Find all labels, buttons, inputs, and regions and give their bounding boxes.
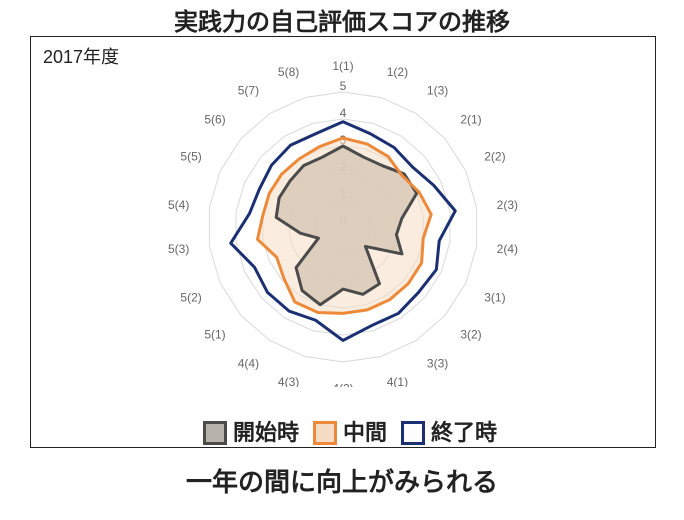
radar-chart: 0123451(1)1(2)1(3)2(1)2(2)2(3)2(4)3(1)3(…	[31, 37, 655, 387]
axis-label: 2(1)	[460, 112, 481, 126]
axis-label: 4(1)	[387, 375, 408, 387]
axis-label: 4(2)	[332, 381, 353, 387]
axis-label: 2(2)	[484, 150, 505, 164]
axis-label: 5(8)	[278, 65, 299, 79]
footer-caption: 一年の間に向上がみられる	[0, 462, 684, 499]
year-label: 2017年度	[43, 43, 119, 69]
axis-label: 5(4)	[168, 198, 189, 212]
axis-label: 5(3)	[168, 242, 189, 256]
svg-text:5: 5	[340, 79, 347, 93]
axis-label: 3(1)	[484, 290, 505, 304]
axis-label: 4(3)	[278, 375, 299, 387]
axis-label: 3(2)	[460, 328, 481, 342]
axis-label: 5(6)	[204, 112, 225, 126]
axis-label: 3(3)	[427, 357, 448, 371]
axis-label: 2(3)	[497, 198, 518, 212]
axis-label: 5(2)	[180, 290, 201, 304]
chart-box: 2017年度 0123451(1)1(2)1(3)2(1)2(2)2(3)2(4…	[30, 36, 656, 448]
legend: 開始時 中間 終了時	[31, 415, 655, 448]
axis-label: 1(3)	[427, 83, 448, 97]
page: 実践力の自己評価スコアの推移 2017年度 0123451(1)1(2)1(3)…	[0, 0, 684, 520]
svg-text:4: 4	[340, 106, 347, 120]
legend-swatch	[313, 421, 337, 445]
legend-swatch	[203, 421, 227, 445]
axis-label: 4(4)	[238, 357, 259, 371]
legend-label: 終了時	[431, 420, 497, 445]
axis-label: 1(1)	[332, 59, 353, 73]
legend-label: 開始時	[233, 420, 299, 445]
chart-title: 実践力の自己評価スコアの推移	[0, 2, 684, 37]
axis-label: 5(7)	[238, 83, 259, 97]
axis-label: 2(4)	[497, 242, 518, 256]
axis-label: 1(2)	[387, 65, 408, 79]
legend-swatch	[401, 421, 425, 445]
legend-label: 中間	[343, 420, 387, 445]
axis-label: 5(1)	[204, 328, 225, 342]
axis-label: 5(5)	[180, 150, 201, 164]
